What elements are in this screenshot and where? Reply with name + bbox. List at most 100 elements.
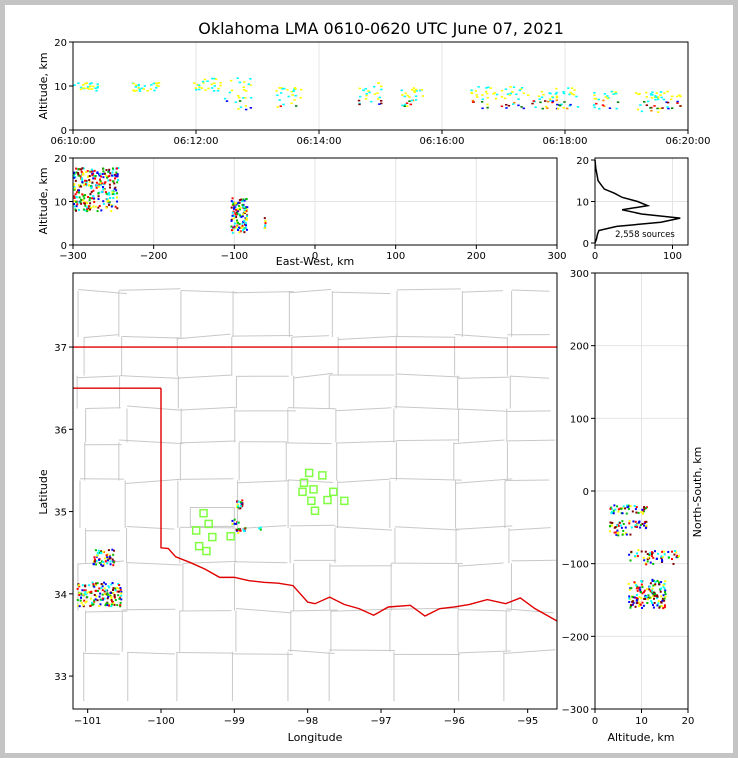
source-point: [109, 172, 112, 175]
source-point: [641, 522, 644, 525]
source-point: [633, 504, 636, 507]
source-point: [612, 509, 615, 512]
source-point: [82, 605, 85, 608]
source-point: [90, 170, 93, 173]
source-point: [645, 563, 648, 566]
y-tick-label: 37: [54, 343, 67, 354]
county-line: [181, 406, 236, 411]
source-point: [570, 92, 574, 95]
source-point: [636, 108, 640, 111]
source-point: [651, 587, 654, 590]
source-point: [661, 556, 664, 559]
source-point: [111, 581, 114, 584]
source-point: [95, 584, 98, 587]
y-tick-label: 100: [570, 414, 589, 425]
source-point: [636, 593, 639, 596]
source-point: [377, 98, 380, 100]
x-tick-label: 0: [592, 716, 598, 727]
source-point: [630, 587, 633, 590]
source-point: [624, 507, 627, 510]
source-point: [279, 105, 282, 108]
source-point: [362, 89, 365, 92]
source-point: [244, 219, 247, 222]
source-point: [85, 181, 88, 184]
source-point: [115, 173, 118, 176]
source-point: [638, 520, 641, 523]
source-point: [113, 182, 116, 185]
source-point: [608, 525, 611, 528]
source-point: [282, 103, 285, 106]
source-point: [79, 86, 83, 89]
source-point: [75, 205, 78, 208]
source-point: [112, 553, 115, 556]
source-point: [660, 558, 663, 561]
source-point: [506, 93, 510, 95]
source-point: [643, 589, 646, 592]
source-point: [103, 172, 106, 175]
source-point: [278, 87, 281, 89]
source-point: [117, 166, 120, 169]
source-point: [106, 198, 109, 201]
source-point: [109, 594, 112, 597]
source-point: [96, 83, 99, 85]
county-line: [178, 374, 233, 379]
source-point: [238, 199, 241, 202]
county-line: [287, 649, 335, 655]
source-point: [663, 583, 666, 586]
source-point: [77, 174, 80, 177]
source-point: [500, 89, 504, 92]
source-point: [116, 192, 119, 195]
source-point: [413, 90, 416, 92]
source-point: [651, 592, 654, 595]
source-point: [108, 193, 111, 196]
source-point: [653, 96, 657, 99]
source-point: [401, 104, 404, 107]
plan-view-sources: [76, 499, 262, 608]
source-point: [677, 555, 680, 558]
source-point: [654, 583, 657, 586]
source-point: [91, 168, 94, 171]
time-height-ticks: 06:10:00 06:12:00 06:14:00 06:16:00 06:18:00…: [51, 38, 711, 147]
source-point: [111, 167, 114, 170]
county-line: [289, 288, 332, 294]
source-point: [636, 523, 639, 526]
source-point: [90, 597, 93, 600]
source-point: [113, 177, 116, 180]
source-point: [673, 550, 676, 553]
county-line: [458, 650, 511, 654]
source-point: [511, 91, 514, 93]
station-marker: [226, 531, 235, 541]
source-point: [645, 524, 648, 527]
source-point: [153, 89, 156, 92]
source-point: [97, 185, 100, 188]
source-point: [113, 603, 116, 606]
source-point: [617, 524, 620, 527]
source-point: [111, 603, 114, 606]
time-height-panel: 06:10:00 06:12:00 06:14:00 06:16:00 06:18:00…: [37, 38, 710, 147]
source-point: [636, 598, 639, 601]
y-tick-label: 36: [54, 425, 67, 436]
county-line: [127, 562, 182, 566]
source-point: [81, 193, 84, 196]
source-point: [616, 524, 619, 527]
source-point: [613, 504, 616, 507]
source-point: [234, 206, 237, 209]
source-point: [481, 107, 484, 110]
county-line: [77, 560, 125, 565]
source-point: [241, 205, 244, 208]
source-point: [618, 521, 621, 524]
source-point: [239, 501, 242, 504]
source-point: [94, 549, 97, 552]
source-point: [639, 588, 642, 591]
source-point: [481, 94, 484, 96]
source-point: [110, 205, 113, 208]
source-point: [660, 557, 663, 560]
county-line: [393, 406, 461, 410]
source-point: [112, 190, 115, 193]
source-point: [489, 87, 492, 89]
source-point: [242, 228, 245, 231]
county-line: [126, 405, 184, 411]
source-point: [236, 221, 239, 224]
county-line: [458, 562, 504, 567]
county-line: [507, 439, 556, 442]
